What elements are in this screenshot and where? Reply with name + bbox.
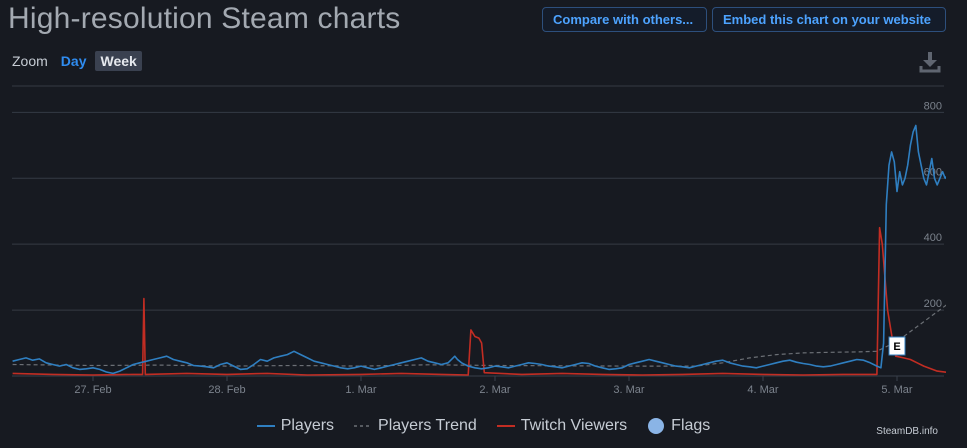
y-tick-label: 800	[924, 100, 942, 112]
compare-button[interactable]: Compare with others...	[542, 7, 707, 32]
legend-item-flags[interactable]: Flags	[647, 417, 710, 435]
flag-marker[interactable]: E	[888, 336, 906, 356]
legend-label-flags: Flags	[671, 417, 711, 434]
x-tick-label: 3. Mar	[613, 384, 645, 396]
flags-legend-swatch	[648, 418, 665, 434]
chart-series	[12, 124, 946, 376]
embed-chart-button[interactable]: Embed this chart on your website	[712, 7, 946, 32]
zoom-label: Zoom	[12, 53, 48, 69]
x-tick-label: 5. Mar	[881, 384, 913, 396]
download-icon[interactable]	[918, 50, 942, 74]
legend-label-players: Players	[280, 417, 335, 434]
series-line-players-trend	[12, 304, 946, 367]
x-axis-ticks: 27. Feb 28. Feb 1. Mar 2. Mar 3. Mar 4. Mar 5.…	[12, 375, 944, 396]
legend-label-players-trend: Players Trend	[378, 417, 477, 434]
x-tick-label: 28. Feb	[208, 384, 245, 396]
legend-item-players-trend[interactable]: Players Trend	[354, 417, 477, 435]
chart-flags: E	[888, 336, 906, 356]
y-tick-label: 400	[924, 232, 942, 244]
flags-legend-dot	[648, 418, 665, 434]
x-tick-label: 1. Mar	[345, 384, 377, 396]
series-line-twitch	[12, 226, 946, 376]
zoom-day-button[interactable]: Day	[60, 53, 87, 69]
players-trend-legend-swatch	[354, 425, 373, 427]
y-tick-label: 200	[924, 298, 942, 310]
x-tick-label: 4. Mar	[747, 384, 779, 396]
chart-legend: Players Players Trend Twitch Viewers Fla…	[0, 414, 967, 438]
flag-box	[888, 336, 906, 356]
page-title: High-resolution Steam charts	[8, 2, 401, 35]
steamdb-credit: SteamDB.info	[876, 426, 938, 437]
twitch-legend-swatch	[496, 425, 515, 427]
legend-item-twitch-viewers[interactable]: Twitch Viewers	[496, 417, 628, 435]
x-tick-label: 27. Feb	[74, 384, 111, 396]
x-tick-label: 2. Mar	[479, 384, 511, 396]
legend-label-twitch-viewers: Twitch Viewers	[520, 417, 628, 434]
series-line-players	[12, 124, 946, 375]
zoom-week-button[interactable]: Week	[95, 51, 142, 71]
zoom-controls: Zoom Day Week	[12, 50, 142, 72]
chart-grid	[12, 85, 944, 311]
players-legend-swatch	[256, 425, 275, 427]
flag-label: E	[893, 341, 900, 353]
download-icon-graphic	[919, 52, 941, 73]
legend-item-players[interactable]: Players	[256, 417, 335, 435]
